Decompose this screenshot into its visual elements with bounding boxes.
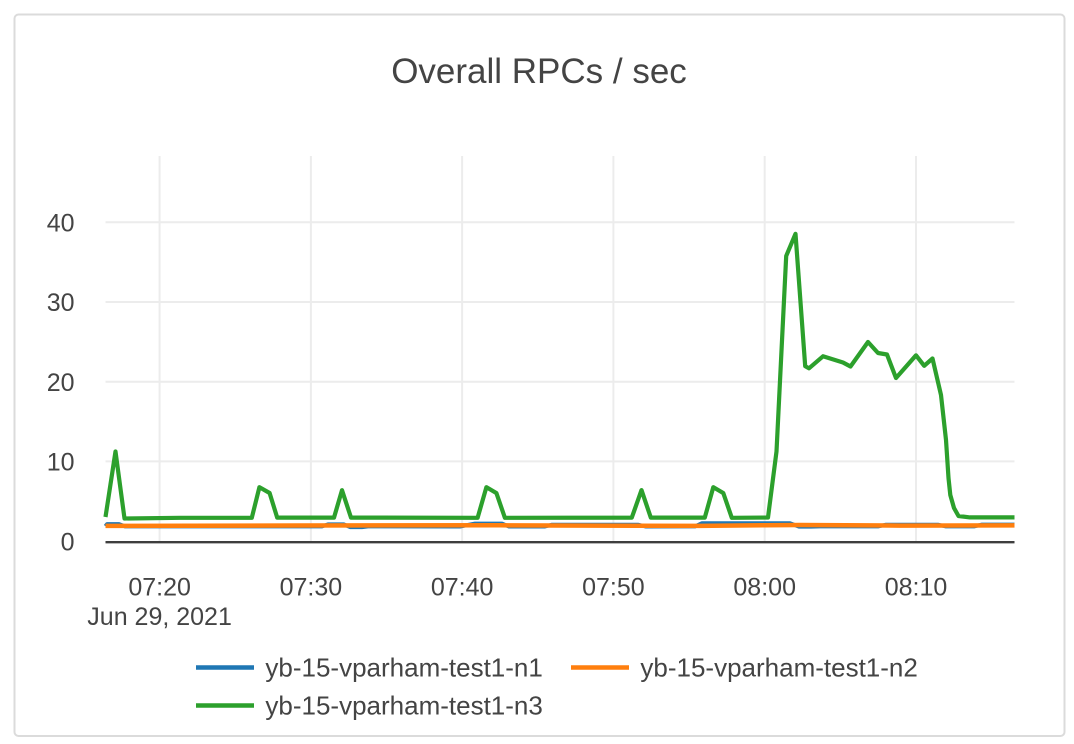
svg-text:07:40: 07:40 bbox=[431, 573, 494, 601]
svg-text:10: 10 bbox=[47, 449, 75, 477]
svg-text:Overall RPCs / sec: Overall RPCs / sec bbox=[391, 52, 687, 91]
svg-text:07:20: 07:20 bbox=[128, 573, 191, 601]
svg-text:40: 40 bbox=[47, 210, 75, 238]
svg-text:yb-15-vparham-test1-n3: yb-15-vparham-test1-n3 bbox=[265, 690, 542, 720]
svg-text:20: 20 bbox=[47, 369, 75, 397]
svg-text:30: 30 bbox=[47, 289, 75, 317]
svg-text:yb-15-vparham-test1-n2: yb-15-vparham-test1-n2 bbox=[640, 652, 917, 682]
svg-text:08:00: 08:00 bbox=[733, 573, 796, 601]
svg-text:Jun 29, 2021: Jun 29, 2021 bbox=[87, 603, 232, 631]
svg-text:08:10: 08:10 bbox=[885, 573, 948, 601]
svg-text:07:30: 07:30 bbox=[280, 573, 343, 601]
svg-text:0: 0 bbox=[61, 529, 75, 557]
svg-text:yb-15-vparham-test1-n1: yb-15-vparham-test1-n1 bbox=[265, 652, 542, 682]
svg-text:07:50: 07:50 bbox=[582, 573, 645, 601]
